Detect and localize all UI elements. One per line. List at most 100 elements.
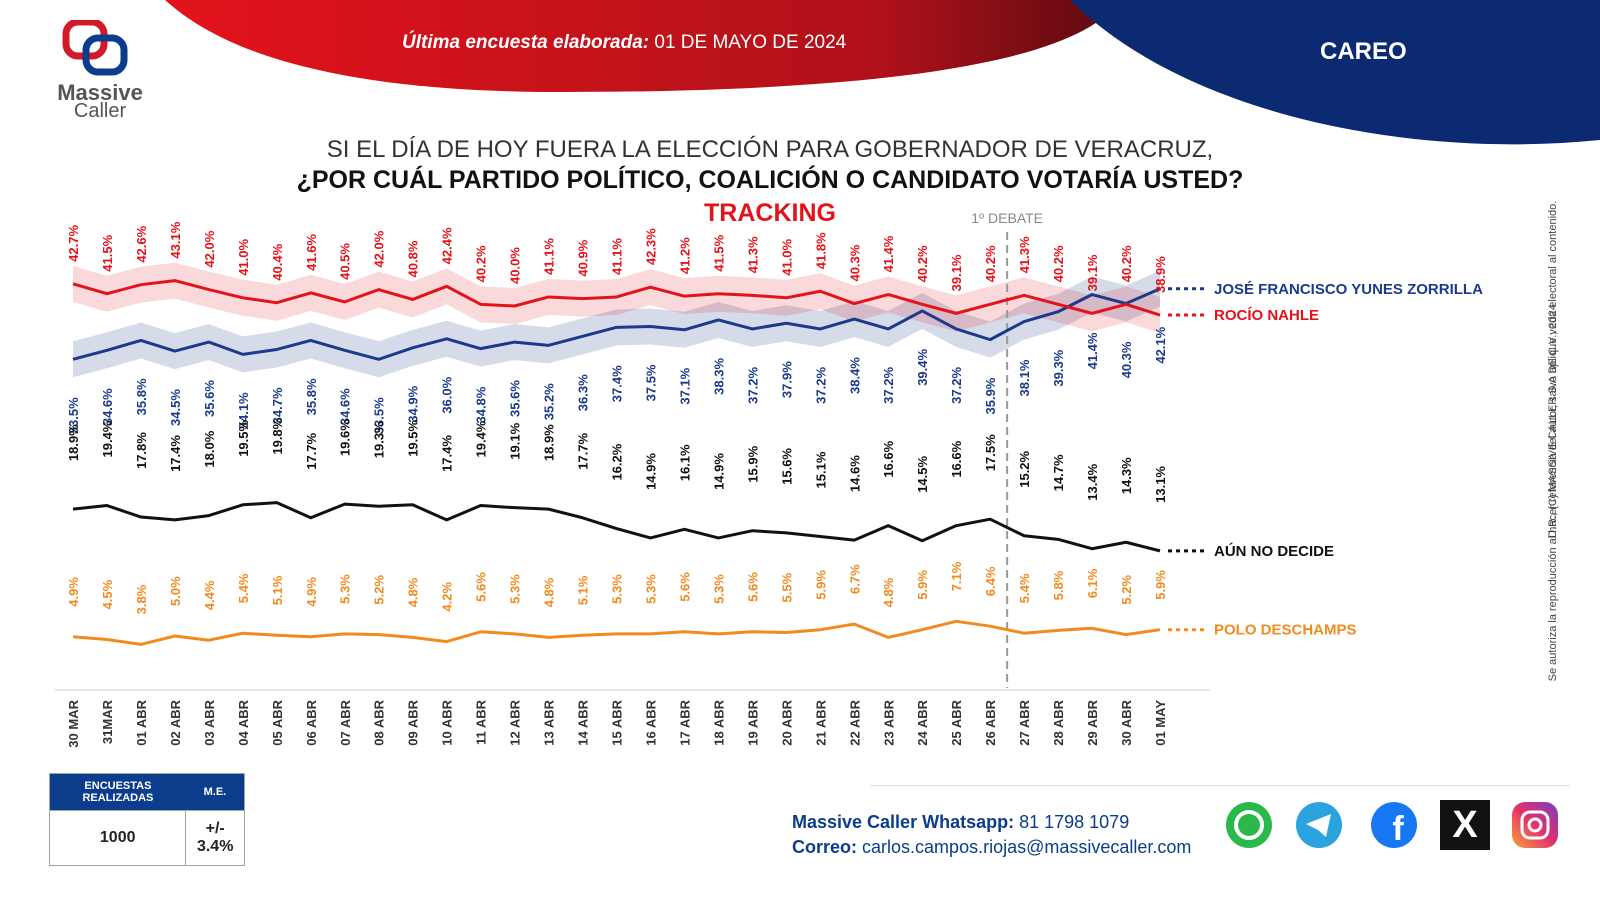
- survey-date-label: Última encuesta elaborada:: [402, 32, 650, 53]
- data-label: 19.4%: [474, 420, 489, 457]
- x-tick-label: 22 ABR: [847, 699, 862, 745]
- data-label: 40.4%: [270, 243, 285, 280]
- data-label: 40.3%: [1119, 341, 1134, 378]
- x-tick-label: 30 MAR: [66, 699, 81, 747]
- data-label: 34.1%: [236, 392, 251, 429]
- data-label: 16.6%: [949, 440, 964, 477]
- data-label: 35.9%: [983, 377, 998, 414]
- legend-label-2: AÚN NO DECIDE: [1214, 542, 1334, 560]
- x-tick-label: 12 ABR: [508, 699, 523, 745]
- data-label: 36.0%: [440, 376, 455, 413]
- data-label: 40.2%: [1051, 245, 1066, 282]
- x-tick-label: 21 ABR: [813, 699, 828, 745]
- legend-label-1: ROCÍO NAHLE: [1214, 307, 1319, 324]
- encuestas-header: ENCUESTAS REALIZADAS: [49, 773, 186, 811]
- data-label: 14.9%: [711, 453, 726, 490]
- data-label: 14.7%: [1051, 454, 1066, 491]
- x-tick-label: 04 ABR: [236, 699, 251, 745]
- x-tick-label: 19 ABR: [745, 699, 760, 745]
- data-label: 5.2%: [372, 575, 387, 605]
- data-label: 40.9%: [576, 239, 591, 276]
- data-label: 6.1%: [1085, 568, 1100, 598]
- data-label: 37.1%: [677, 367, 692, 404]
- data-label: 34.6%: [100, 388, 115, 425]
- survey-date: Última encuesta elaborada: 01 DE MAYO DE…: [402, 32, 846, 54]
- data-label: 39.1%: [1085, 254, 1100, 291]
- instagram-icon[interactable]: [1510, 800, 1560, 850]
- data-label: 35.8%: [304, 378, 319, 415]
- data-label: 41.2%: [677, 237, 692, 274]
- data-label: 19.5%: [406, 419, 421, 456]
- data-label: 4.2%: [440, 582, 455, 612]
- whatsapp-icon[interactable]: [1224, 800, 1274, 850]
- data-label: 5.4%: [236, 573, 251, 603]
- x-tick-label: 15 ABR: [610, 699, 625, 745]
- data-label: 4.8%: [406, 577, 421, 607]
- x-tick-label: 08 ABR: [372, 699, 387, 745]
- data-label: 38.4%: [847, 357, 862, 394]
- legend-label-0: JOSÉ FRANCISCO YUNES ZORRILLA: [1214, 281, 1483, 298]
- telegram-icon[interactable]: [1294, 800, 1344, 850]
- data-label: 19.3%: [372, 421, 387, 458]
- data-label: 14.6%: [847, 455, 862, 492]
- data-label: 5.5%: [779, 572, 794, 602]
- svg-text:f: f: [1392, 810, 1404, 848]
- data-label: 5.9%: [1153, 570, 1168, 600]
- facebook-icon[interactable]: f: [1369, 800, 1419, 850]
- data-label: 6.7%: [847, 564, 862, 594]
- data-label: 37.2%: [881, 367, 896, 404]
- data-label: 41.8%: [813, 232, 828, 269]
- data-label: 4.9%: [66, 577, 81, 607]
- x-tick-label: 03 ABR: [202, 699, 217, 745]
- data-label: 15.9%: [745, 445, 760, 482]
- data-label: 40.2%: [983, 245, 998, 282]
- data-label: 5.2%: [1119, 575, 1134, 605]
- data-label: 14.9%: [643, 453, 658, 490]
- data-label: 14.5%: [915, 455, 930, 492]
- data-label: 34.5%: [168, 389, 183, 426]
- data-label: 17.5%: [983, 434, 998, 471]
- brand-name-secondary: Caller: [73, 100, 127, 122]
- data-label: 40.2%: [1119, 245, 1134, 282]
- data-label: 5.3%: [338, 574, 353, 604]
- data-label: 42.1%: [1153, 326, 1168, 363]
- data-label: 17.8%: [134, 432, 149, 469]
- data-label: 39.3%: [1051, 349, 1066, 386]
- x-tick-label: 23 ABR: [881, 699, 896, 745]
- email-link[interactable]: carlos.campos.riojas@massivecaller.com: [862, 837, 1192, 857]
- data-label: 5.6%: [677, 572, 692, 602]
- data-label: 41.1%: [542, 238, 557, 275]
- data-label: 42.4%: [440, 227, 455, 264]
- brand-logo: [62, 18, 132, 78]
- contact-block: Massive Caller Whatsapp: 81 1798 1079 Co…: [792, 810, 1191, 860]
- data-label: 40.2%: [915, 245, 930, 282]
- data-label: 43.1%: [168, 221, 183, 258]
- data-label: 36.3%: [576, 374, 591, 411]
- survey-date-value: 01 DE MAYO DE 2024: [654, 32, 847, 53]
- data-label: 17.7%: [576, 432, 591, 469]
- red-header-band: [165, 0, 1120, 92]
- data-label: 34.8%: [474, 386, 489, 423]
- x-tick-label: 16 ABR: [643, 699, 658, 745]
- data-label: 40.2%: [474, 245, 489, 282]
- whatsapp-number[interactable]: 81 1798 1079: [1019, 812, 1130, 832]
- data-label: 35.8%: [134, 378, 149, 415]
- data-label: 7.1%: [949, 561, 964, 591]
- data-label: 37.9%: [779, 361, 794, 398]
- x-tick-label: 27 ABR: [1017, 699, 1032, 745]
- data-label: 13.4%: [1085, 463, 1100, 500]
- data-label: 17.7%: [304, 432, 319, 469]
- data-label: 19.6%: [338, 419, 353, 456]
- sample-table: ENCUESTAS REALIZADAS M.E. 1000 +/- 3.4%: [48, 773, 245, 866]
- data-label: 38.9%: [1153, 256, 1168, 293]
- brand-name: Massive: [57, 80, 143, 105]
- x-icon[interactable]: X: [1440, 800, 1490, 850]
- data-label: 5.6%: [474, 572, 489, 602]
- data-label: 19.5%: [236, 419, 251, 456]
- x-tick-label: 09 ABR: [406, 699, 421, 745]
- data-label: 40.3%: [847, 244, 862, 281]
- data-label: 4.9%: [304, 577, 319, 607]
- x-tick-label: 26 ABR: [983, 699, 998, 745]
- data-label: 4.8%: [542, 577, 557, 607]
